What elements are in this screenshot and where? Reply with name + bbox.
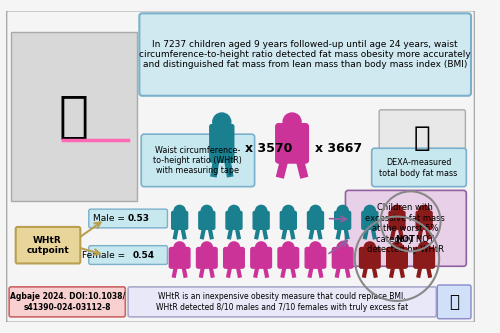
FancyBboxPatch shape bbox=[362, 211, 378, 229]
Text: Children with
excessive fat mass
at the worst 5%
category NOT
detected by WHtR: Children with excessive fat mass at the … bbox=[366, 203, 446, 254]
FancyBboxPatch shape bbox=[360, 247, 380, 268]
FancyBboxPatch shape bbox=[11, 32, 138, 201]
Circle shape bbox=[364, 242, 376, 253]
FancyBboxPatch shape bbox=[210, 125, 234, 162]
FancyBboxPatch shape bbox=[170, 247, 190, 268]
Circle shape bbox=[364, 205, 376, 217]
Text: DEXA-measured
total body fat mass: DEXA-measured total body fat mass bbox=[380, 158, 458, 177]
Circle shape bbox=[418, 242, 430, 253]
Text: NOT: NOT bbox=[396, 235, 415, 244]
Circle shape bbox=[228, 242, 239, 253]
Text: Female =: Female = bbox=[82, 250, 128, 259]
FancyBboxPatch shape bbox=[196, 247, 217, 268]
Circle shape bbox=[392, 205, 402, 217]
Circle shape bbox=[337, 205, 348, 217]
FancyBboxPatch shape bbox=[438, 285, 471, 319]
Text: 0.54: 0.54 bbox=[132, 250, 154, 259]
FancyBboxPatch shape bbox=[386, 247, 407, 268]
FancyBboxPatch shape bbox=[199, 211, 215, 229]
FancyBboxPatch shape bbox=[414, 247, 434, 268]
Text: In 7237 children aged 9 years followed-up until age 24 years, waist
circumferenc: In 7237 children aged 9 years followed-u… bbox=[140, 40, 471, 70]
FancyBboxPatch shape bbox=[416, 211, 432, 229]
Text: x 3570: x 3570 bbox=[245, 142, 292, 155]
FancyBboxPatch shape bbox=[379, 110, 466, 165]
FancyBboxPatch shape bbox=[9, 287, 126, 317]
Circle shape bbox=[418, 205, 430, 217]
FancyBboxPatch shape bbox=[389, 211, 405, 229]
FancyBboxPatch shape bbox=[346, 190, 467, 266]
Circle shape bbox=[174, 242, 186, 253]
FancyBboxPatch shape bbox=[140, 13, 471, 96]
Text: Waist circumference-
to-height ratio (WHtR)
with measuring tape: Waist circumference- to-height ratio (WH… bbox=[153, 146, 242, 175]
FancyBboxPatch shape bbox=[253, 211, 269, 229]
Text: 📖: 📖 bbox=[449, 293, 459, 311]
Text: WHtR
cutpoint: WHtR cutpoint bbox=[26, 236, 69, 255]
Circle shape bbox=[213, 113, 231, 131]
Text: 🛏: 🛏 bbox=[414, 124, 430, 152]
FancyBboxPatch shape bbox=[128, 287, 436, 317]
Circle shape bbox=[310, 205, 321, 217]
Text: x 3667: x 3667 bbox=[316, 142, 362, 155]
FancyBboxPatch shape bbox=[172, 211, 188, 229]
FancyBboxPatch shape bbox=[141, 134, 254, 186]
FancyBboxPatch shape bbox=[280, 211, 296, 229]
Text: 👧: 👧 bbox=[59, 92, 89, 141]
FancyBboxPatch shape bbox=[372, 148, 466, 186]
Circle shape bbox=[337, 242, 348, 253]
Circle shape bbox=[256, 205, 267, 217]
Circle shape bbox=[283, 113, 301, 131]
Circle shape bbox=[174, 205, 186, 217]
FancyBboxPatch shape bbox=[334, 211, 350, 229]
Circle shape bbox=[310, 242, 321, 253]
FancyBboxPatch shape bbox=[226, 211, 242, 229]
FancyBboxPatch shape bbox=[308, 211, 324, 229]
FancyBboxPatch shape bbox=[251, 247, 272, 268]
FancyBboxPatch shape bbox=[224, 247, 244, 268]
FancyBboxPatch shape bbox=[332, 247, 353, 268]
FancyBboxPatch shape bbox=[6, 11, 474, 322]
Text: Male =: Male = bbox=[94, 214, 128, 223]
FancyBboxPatch shape bbox=[305, 247, 326, 268]
Text: WHtR is an inexpensive obesity measure that could replace BMI.
WHtR detected 8/1: WHtR is an inexpensive obesity measure t… bbox=[156, 292, 408, 312]
Circle shape bbox=[282, 205, 294, 217]
Text: 0.53: 0.53 bbox=[128, 214, 150, 223]
Circle shape bbox=[201, 205, 212, 217]
Circle shape bbox=[392, 242, 402, 253]
FancyBboxPatch shape bbox=[16, 227, 80, 263]
Circle shape bbox=[282, 242, 294, 253]
Circle shape bbox=[201, 242, 212, 253]
Circle shape bbox=[228, 205, 239, 217]
FancyBboxPatch shape bbox=[276, 124, 308, 163]
FancyBboxPatch shape bbox=[89, 209, 168, 228]
Text: Agbaje 2024. DOI:10.1038/
s41390-024-03112-8: Agbaje 2024. DOI:10.1038/ s41390-024-031… bbox=[10, 292, 125, 312]
FancyBboxPatch shape bbox=[89, 246, 168, 264]
Circle shape bbox=[256, 242, 267, 253]
FancyBboxPatch shape bbox=[278, 247, 298, 268]
